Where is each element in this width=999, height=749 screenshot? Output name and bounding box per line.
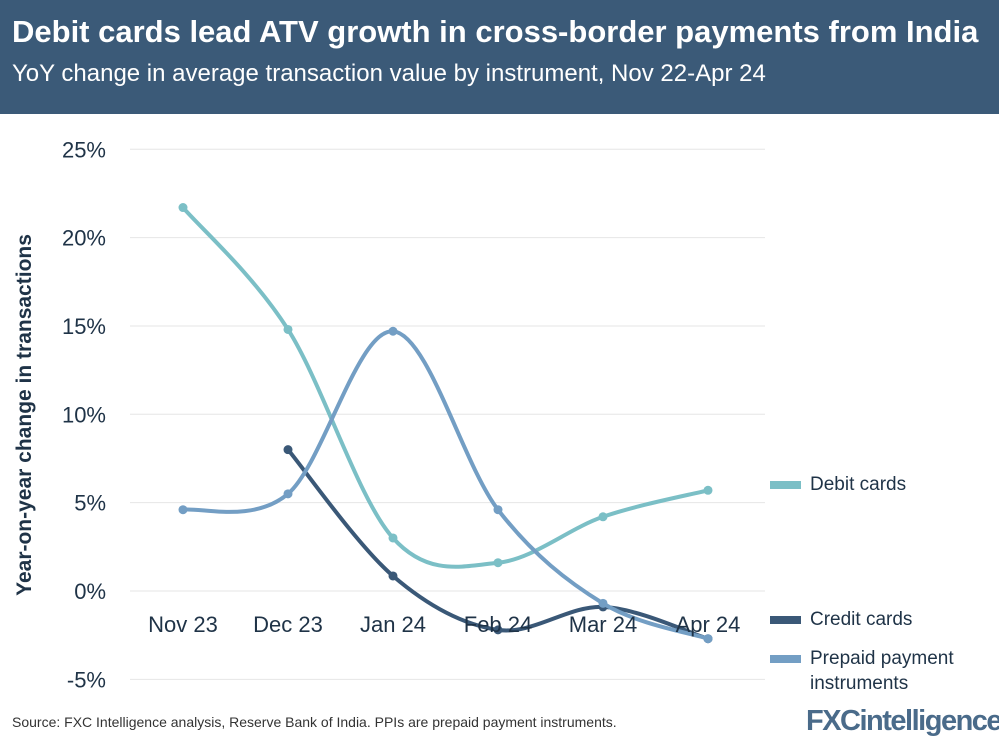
legend-swatch-credit — [770, 616, 801, 624]
data-point — [388, 533, 398, 543]
chart-subtitle: YoY change in average transaction value … — [12, 60, 766, 87]
header: Debit cards lead ATV growth in cross-bor… — [0, 0, 999, 114]
data-point — [493, 558, 503, 568]
legend-debit-cards: Debit cards — [810, 474, 907, 495]
x-tick-label: Nov 23 — [148, 612, 218, 637]
fxc-logo: FXCintelligence — [806, 705, 999, 737]
legend-swatch-debit — [770, 481, 801, 489]
series-line-2 — [181, 329, 710, 641]
y-tick-label: 5% — [74, 491, 106, 516]
series-line-1 — [286, 447, 710, 641]
legend-prepaid: Prepaid payment instruments — [810, 648, 954, 694]
y-tick-label: -5% — [67, 667, 106, 692]
data-point — [493, 625, 503, 635]
source-note: Source: FXC Intelligence analysis, Reser… — [12, 714, 617, 730]
y-axis-label: Year-on-year change in transactions — [13, 234, 36, 596]
data-point — [178, 505, 188, 515]
x-tick-label: Jan 24 — [360, 612, 426, 637]
legend-swatch-prepaid — [770, 655, 801, 663]
y-tick-label: 20% — [62, 226, 106, 251]
data-point — [703, 634, 713, 644]
data-point — [283, 445, 293, 455]
x-tick-label: Dec 23 — [253, 612, 323, 637]
x-tick-label: Apr 24 — [676, 612, 741, 637]
data-point — [388, 571, 398, 581]
legend-credit-cards: Credit cards — [810, 609, 913, 630]
data-point — [178, 203, 188, 213]
data-point — [493, 505, 503, 515]
data-point — [283, 324, 293, 334]
data-point — [598, 512, 608, 522]
series-line-0 — [181, 205, 710, 569]
x-tick-label: Mar 24 — [569, 612, 637, 637]
data-point — [703, 485, 713, 495]
data-point — [283, 489, 293, 499]
y-tick-label: 15% — [62, 314, 106, 339]
y-tick-label: 10% — [62, 402, 106, 427]
chart-title: Debit cards lead ATV growth in cross-bor… — [12, 14, 979, 49]
y-tick-label: 25% — [62, 137, 106, 162]
data-point — [598, 598, 608, 608]
data-point — [388, 326, 398, 336]
y-tick-label: 0% — [74, 579, 106, 604]
x-tick-label: Feb 24 — [464, 612, 533, 637]
